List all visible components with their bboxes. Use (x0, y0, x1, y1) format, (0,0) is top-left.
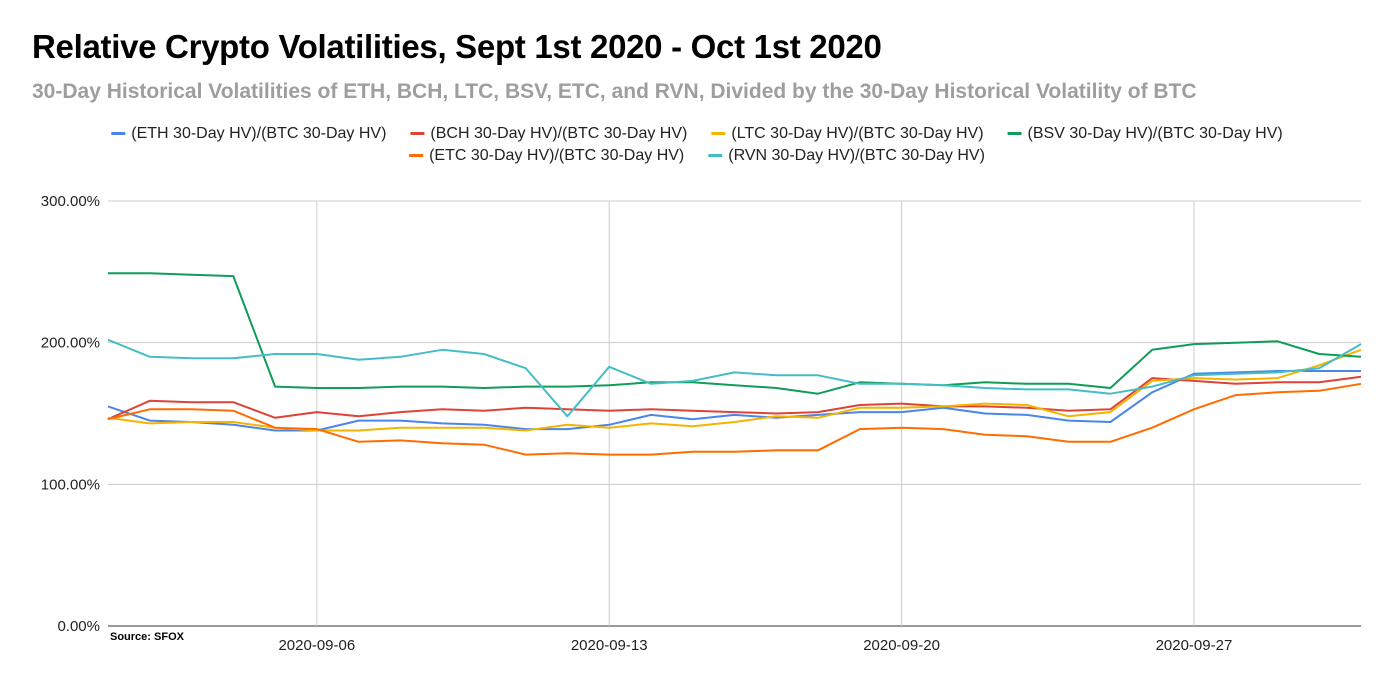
chart-subtitle: 30-Day Historical Volatilities of ETH, B… (32, 80, 1197, 103)
x-tick-label: 2020-09-27 (1156, 637, 1233, 654)
legend-label: (RVN 30-Day HV)/(BTC 30-Day HV) (728, 147, 985, 164)
legend-item: (RVN 30-Day HV)/(BTC 30-Day HV) (708, 147, 985, 164)
legend-item: (BCH 30-Day HV)/(BTC 30-Day HV) (410, 125, 687, 142)
series-lines (107, 272, 1362, 456)
legend-label: (LTC 30-Day HV)/(BTC 30-Day HV) (731, 125, 983, 142)
series-line-1 (107, 375, 1362, 421)
legend-label: (BCH 30-Day HV)/(BTC 30-Day HV) (430, 125, 687, 142)
legend-item: (LTC 30-Day HV)/(BTC 30-Day HV) (711, 125, 984, 142)
series-line-2 (107, 348, 1362, 432)
legend-label: (ETH 30-Day HV)/(BTC 30-Day HV) (131, 125, 386, 142)
x-axis: 2020-09-06 2020-09-13 2020-09-20 2020-09-27 (278, 637, 1232, 654)
legend-swatch (708, 154, 723, 157)
legend-swatch (409, 154, 424, 157)
y-axis: 300.00% 200.00% 100.00% 0.00% (41, 193, 100, 635)
legend-swatch (410, 132, 425, 135)
legend-swatch (711, 132, 726, 135)
x-tick-label: 2020-09-13 (571, 637, 648, 654)
legend-item: (ETH 30-Day HV)/(BTC 30-Day HV) (111, 125, 386, 142)
series-line-4 (107, 382, 1362, 456)
y-tick-label: 100.00% (41, 476, 100, 493)
x-tick-label: 2020-09-20 (863, 637, 940, 654)
legend-item: (BSV 30-Day HV)/(BTC 30-Day HV) (1007, 125, 1283, 142)
legend-swatch (1007, 132, 1022, 135)
y-tick-label: 0.00% (57, 618, 100, 635)
y-tick-label: 300.00% (41, 193, 100, 210)
series-line-5 (107, 338, 1362, 418)
chart-title: Relative Crypto Volatilities, Sept 1st 2… (32, 28, 882, 65)
x-tick-label: 2020-09-06 (278, 637, 355, 654)
grid-lines (108, 200, 1361, 627)
legend-label: (ETC 30-Day HV)/(BTC 30-Day HV) (429, 147, 684, 164)
legend-item: (ETC 30-Day HV)/(BTC 30-Day HV) (409, 147, 684, 164)
source-note: Source: SFOX (110, 631, 185, 643)
legend-swatch (111, 132, 126, 135)
series-line-3 (108, 272, 1362, 395)
y-tick-label: 200.00% (41, 335, 100, 352)
legend-label: (BSV 30-Day HV)/(BTC 30-Day HV) (1028, 125, 1283, 142)
legend: (ETH 30-Day HV)/(BTC 30-Day HV) (BCH 30-D… (111, 125, 1283, 164)
